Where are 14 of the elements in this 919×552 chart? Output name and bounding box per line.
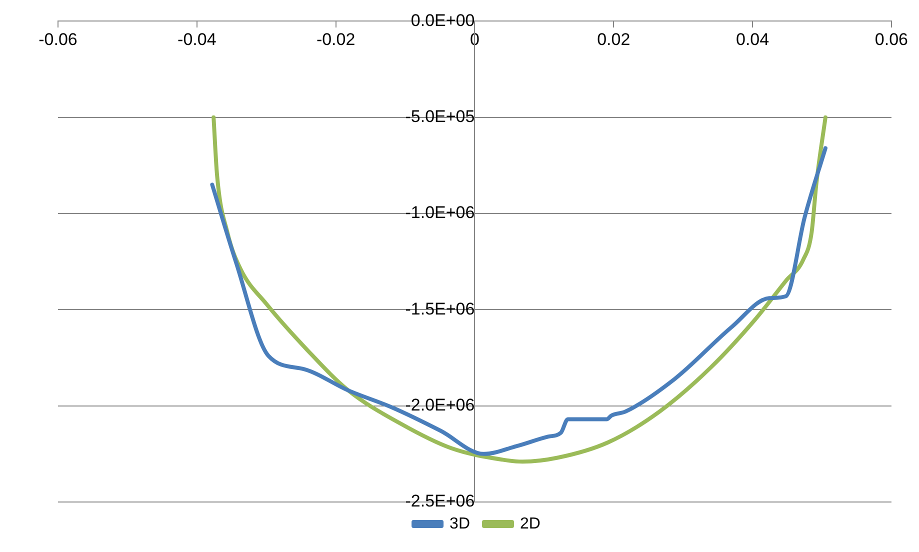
legend-label: 2D bbox=[520, 515, 540, 532]
y-tick-label: -2.0E+06 bbox=[405, 396, 475, 415]
y-tick-label: -2.5E+06 bbox=[405, 492, 475, 511]
x-tick-label: 0.04 bbox=[736, 30, 770, 50]
x-tick-label: -0.02 bbox=[316, 30, 356, 50]
y-tick-label: -1.5E+06 bbox=[405, 299, 475, 318]
x-tick-label: -0.04 bbox=[178, 30, 216, 50]
x-tick-label: -0.06 bbox=[38, 30, 78, 50]
y-tick-label: -5.0E+05 bbox=[405, 107, 475, 126]
x-tick-label: 0.02 bbox=[597, 30, 630, 50]
legend-label: 3D bbox=[450, 515, 470, 532]
y-tick-label: 0.0E+00 bbox=[410, 10, 475, 30]
y-tick-label: -1.0E+06 bbox=[405, 203, 475, 222]
x-tick-label: 0.06 bbox=[874, 30, 908, 50]
